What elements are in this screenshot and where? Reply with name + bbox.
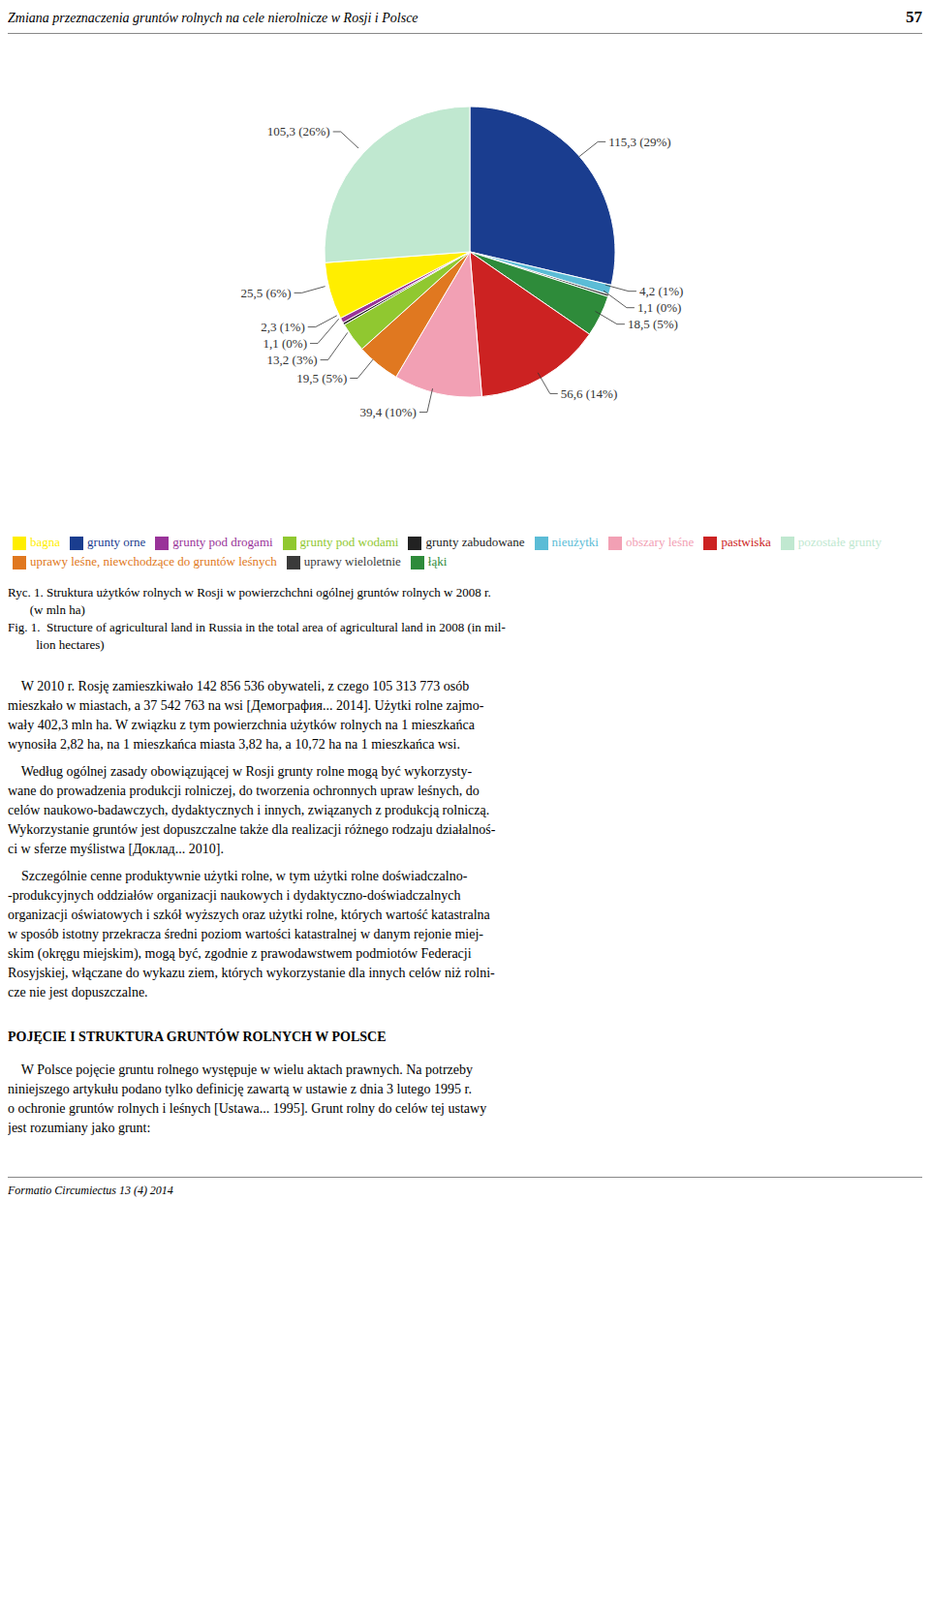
- html-text:skim (okręgu miejskim), mogą b: skim (okręgu miejskim), mogą być, zgodni…: [7, 946, 472, 961]
- html-text:wane do prowadzenia produkcji: wane do prowadzenia produkcji rolniczej,…: [7, 783, 480, 799]
- svg-text:13,2 (3%): 13,2 (3%): [267, 352, 318, 368]
- svg-text:18,5 (5%): 18,5 (5%): [627, 316, 679, 332]
- html-text:Rosyjskiej, włączane do wykazu: Rosyjskiej, włączane do wykazu ziem, któ…: [7, 965, 495, 981]
- html-text:POJĘCIE I STRUKTURA GRUNTÓW RO: POJĘCIE I STRUKTURA GRUNTÓW ROLNYCH W PO…: [7, 1029, 387, 1045]
- html-text:wały 402,3 mln ha. W związku z: wały 402,3 mln ha. W związku z tym powie…: [7, 717, 475, 733]
- svg-text:4,2 (1%): 4,2 (1%): [639, 283, 684, 299]
- html-text:Ryc. 1. Struktura użytków roln: Ryc. 1. Struktura użytków rolnych w Rosj…: [7, 585, 491, 600]
- svg-text:1,1 (0%): 1,1 (0%): [637, 300, 682, 315]
- html-text:W 2010 r. Rosję zamieszkiwało: W 2010 r. Rosję zamieszkiwało 142 856 53…: [7, 679, 470, 694]
- html-text:pastwiska: pastwiska: [721, 534, 771, 550]
- html-text:o ochronie gruntów rolnych i l: o ochronie gruntów rolnych i leśnych [Us…: [7, 1101, 487, 1116]
- html-text:grunty zabudowane: grunty zabudowane: [425, 534, 525, 550]
- html-text:uprawy wieloletnie: uprawy wieloletnie: [304, 554, 401, 569]
- html-text:Formatio Circumiectus 13 (4) 2: Formatio Circumiectus 13 (4) 2014: [7, 1183, 174, 1198]
- html-text:nieużytki: nieużytki: [551, 534, 599, 550]
- html-text:cze nie jest dopuszczalne.: cze nie jest dopuszczalne.: [7, 985, 148, 1000]
- html-text:organizacji oświatowych i szkó: organizacji oświatowych i szkół wyższych…: [7, 907, 490, 923]
- html-text:ci w sferze myślistwa [Доклад.: ci w sferze myślistwa [Доклад... 2010].: [7, 841, 224, 857]
- svg-text:19,5 (5%): 19,5 (5%): [296, 371, 347, 386]
- html-text:celów naukowo-badawczych, dyda: celów naukowo-badawczych, dydaktycznych …: [7, 803, 490, 818]
- html-text:W Polsce pojęcie gruntu rolneg: W Polsce pojęcie gruntu rolnego występuj…: [7, 1062, 473, 1078]
- html-text:(w mln ha): (w mln ha): [7, 602, 86, 618]
- html-text:grunty pod wodami: grunty pod wodami: [299, 534, 399, 550]
- html-text:wynosiła 2,82 ha, na 1 mieszka: wynosiła 2,82 ha, na 1 mieszkańca miasta…: [7, 737, 461, 752]
- svg-text:2,3 (1%): 2,3 (1%): [260, 319, 306, 335]
- svg-text:56,6 (14%): 56,6 (14%): [560, 386, 619, 402]
- html-text:Szczególnie cenne produktywnie: Szczególnie cenne produktywnie użytki ro…: [7, 868, 468, 884]
- html-text:uprawy leśne, niewchodzące do: uprawy leśne, niewchodzące do gruntów le…: [30, 554, 277, 569]
- html-text:mieszkało w miastach, a 37 542: mieszkało w miastach, a 37 542 763 na ws…: [7, 698, 484, 713]
- html-text:Fig. 1. Structure of agricultu: Fig. 1. Structure of agricultural land i…: [7, 620, 506, 635]
- html-text:Wykorzystanie gruntów jest dop: Wykorzystanie gruntów jest dopuszczalne …: [7, 822, 496, 837]
- svg-text:25,5 (6%): 25,5 (6%): [241, 285, 292, 301]
- html-text:niniejszego artykułu podano ty: niniejszego artykułu podano tylko defini…: [7, 1082, 472, 1097]
- html-text:lion hectares): lion hectares): [7, 637, 105, 652]
- svg-text:39,4 (10%): 39,4 (10%): [359, 404, 417, 420]
- html-text:grunty pod drogami: grunty pod drogami: [172, 534, 273, 550]
- svg-text:1,1 (0%): 1,1 (0%): [262, 336, 308, 351]
- html-text:Zmiana przeznaczenia gruntów r: Zmiana przeznaczenia gruntów rolnych na …: [7, 10, 419, 26]
- html-text:-produkcyjnych oddziałów organ: -produkcyjnych oddziałów organizacji nau…: [7, 888, 461, 903]
- html-text:w sposób istotny przekracza śr: w sposób istotny przekracza średni pozio…: [7, 927, 484, 942]
- svg-text:105,3 (26%): 105,3 (26%): [267, 124, 331, 139]
- html-text:obszary leśne: obszary leśne: [625, 534, 695, 550]
- html-text:pozostałe grunty: pozostałe grunty: [797, 534, 882, 550]
- svg-text:115,3 (29%): 115,3 (29%): [608, 134, 672, 150]
- html-text:jest rozumiany jako grunt:: jest rozumiany jako grunt:: [7, 1120, 151, 1136]
- html-text:Według ogólnej zasady obowiązu: Według ogólnej zasady obowiązującej w Ro…: [7, 764, 472, 779]
- html-text:bagna: bagna: [30, 534, 61, 550]
- html-text:grunty orne: grunty orne: [87, 534, 146, 550]
- html-text:łąki: łąki: [428, 554, 447, 569]
- html-text:57: 57: [905, 7, 923, 27]
